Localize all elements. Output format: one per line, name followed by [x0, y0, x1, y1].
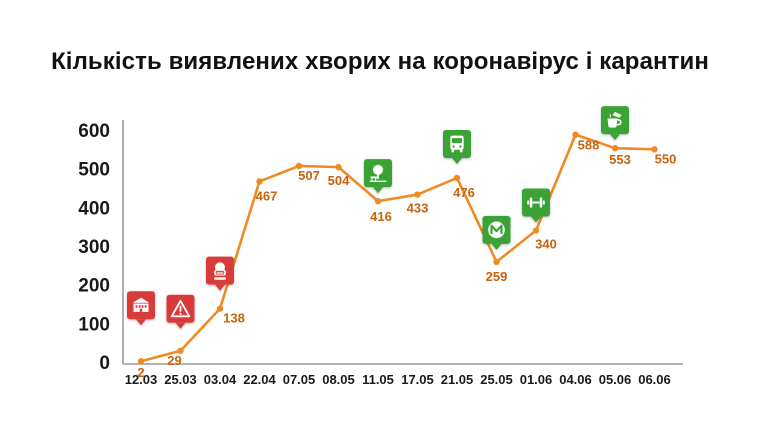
x-tick-label: 04.06: [559, 372, 592, 387]
park-tree-icon: [364, 159, 392, 194]
x-tick-label: 06.06: [638, 372, 671, 387]
series-line-group: [137, 131, 658, 365]
series-line: [139, 133, 656, 363]
metro-icon: [482, 215, 511, 250]
x-tick-label: 21.05: [441, 372, 474, 387]
data-point: [611, 144, 619, 152]
data-point: [335, 163, 342, 171]
data-label: 259: [486, 269, 508, 284]
x-tick-label: 12.03: [125, 372, 158, 387]
data-point: [216, 305, 224, 312]
data-point: [651, 146, 658, 153]
data-point: [295, 162, 303, 170]
y-tick-label: 600: [78, 121, 110, 142]
data-label: 433: [407, 201, 429, 216]
marker-icons: [127, 106, 629, 329]
x-tick-label: 03.04: [204, 372, 237, 387]
data-point: [177, 347, 184, 354]
data-point: [572, 131, 579, 138]
school-building-icon: [127, 291, 155, 326]
data-label: 588: [578, 138, 600, 153]
y-tick-label: 100: [78, 314, 110, 335]
y-tick-label: 0: [99, 353, 110, 374]
x-tick-label: 05.06: [599, 372, 632, 387]
data-label: 138: [223, 311, 245, 326]
y-tick-label: 500: [78, 160, 110, 181]
x-tick-label: 17.05: [401, 372, 434, 387]
x-tick-label: 25.05: [480, 372, 513, 387]
coffee-cup-icon: [601, 106, 629, 141]
x-axis-ticks: 12.03 25.03 03.04 22.04 07.05 08.05 11.05 17.05…: [125, 372, 671, 387]
face-mask-icon: [206, 256, 234, 291]
warning-triangle-icon: [166, 294, 195, 329]
data-label: 340: [535, 237, 557, 252]
y-axis-ticks: 0 100 200 300 400 500 600: [78, 121, 110, 374]
data-point: [256, 178, 263, 185]
data-labels: 2 29 138 467 507 504 416 433 476 259 340 588 553 550: [137, 138, 676, 381]
y-tick-label: 300: [78, 237, 110, 258]
data-label: 467: [256, 188, 278, 203]
data-point: [453, 174, 461, 182]
y-tick-label: 400: [78, 198, 110, 219]
x-tick-label: 01.06: [520, 372, 553, 387]
data-label: 29: [167, 353, 181, 368]
x-tick-label: 08.05: [322, 372, 355, 387]
bus-icon: [443, 129, 471, 164]
data-point: [414, 191, 421, 198]
chart-title: Кількість виявлених хворих на коронавіру…: [51, 48, 709, 75]
data-label: 504: [328, 173, 350, 188]
x-tick-label: 25.03: [164, 372, 197, 387]
data-label: 507: [298, 168, 320, 183]
x-tick-label: 22.04: [243, 372, 276, 387]
data-label: 476: [453, 185, 475, 200]
data-label: 2: [137, 365, 144, 380]
data-point: [493, 258, 500, 266]
data-point: [374, 197, 382, 205]
y-tick-label: 200: [78, 276, 110, 297]
data-label: 550: [655, 151, 677, 166]
x-tick-label: 07.05: [283, 372, 316, 387]
data-label: 416: [370, 209, 392, 224]
x-tick-label: 11.05: [362, 372, 394, 387]
data-point: [137, 358, 145, 365]
data-point: [532, 227, 540, 234]
data-label: 553: [609, 152, 631, 167]
dumbbell-icon: [522, 188, 550, 223]
